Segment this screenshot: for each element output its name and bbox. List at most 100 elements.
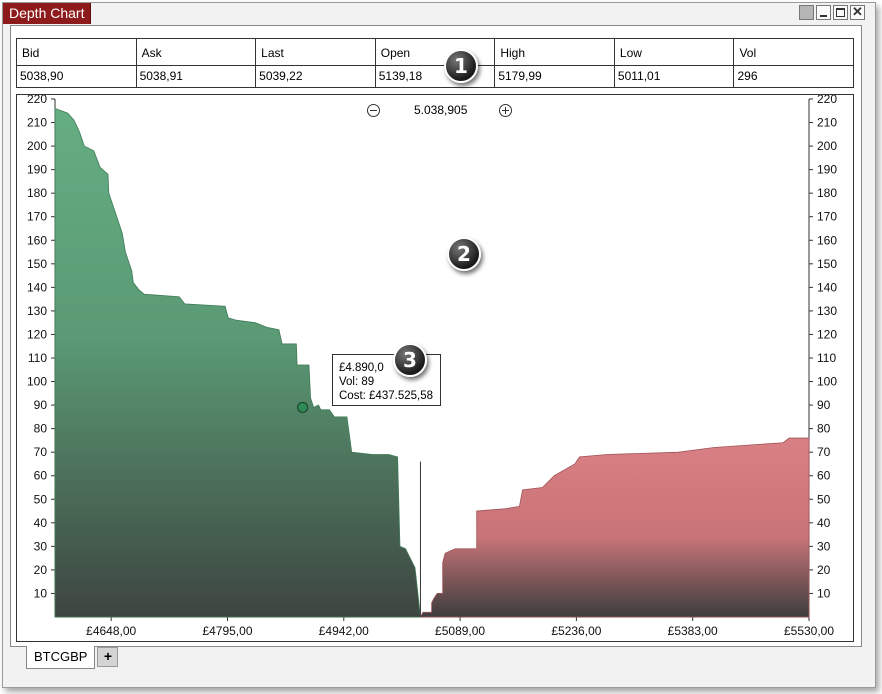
- y-tick-label-right: 180: [817, 186, 837, 200]
- y-tick-label-right: 20: [817, 563, 831, 577]
- x-tick-label: £4648,00: [86, 624, 136, 638]
- depth-chart-svg: 10 10 20 20 30 30 40 40 50 50 60 60 70 70 80 80 90 90 100 1…: [27, 95, 837, 638]
- y-tick-label-left: 30: [34, 539, 48, 553]
- y-tick-label-left: 220: [27, 95, 47, 106]
- quote-value: 5011,01: [617, 69, 661, 83]
- minimize-button[interactable]: [816, 5, 831, 20]
- quote-header: Ask: [136, 39, 256, 66]
- quote-header: Open: [375, 39, 495, 66]
- y-tick-label-right: 10: [817, 586, 831, 600]
- y-tick-label-right: 30: [817, 539, 831, 553]
- y-tick-label-left: 80: [34, 422, 48, 436]
- window-controls: ✕: [799, 4, 865, 20]
- y-tick-label-right: 200: [817, 139, 837, 153]
- tab-bar: BTCGBP +: [26, 646, 119, 669]
- y-tick-label-right: 170: [817, 210, 837, 224]
- tooltip-price: £4.890,0: [339, 362, 384, 374]
- x-tick-label: £5236,00: [551, 624, 601, 638]
- quote-value: 296: [737, 69, 758, 83]
- minimize-icon: [820, 15, 827, 17]
- y-tick-label-right: 50: [817, 492, 831, 506]
- quote-header: Bid: [17, 39, 136, 66]
- y-tick-label-left: 100: [27, 375, 47, 389]
- y-tick-label-right: 120: [817, 327, 837, 341]
- bid-depth-area: [54, 107, 421, 618]
- zoom-in-button[interactable]: [499, 103, 513, 117]
- y-tick-label-right: 160: [817, 233, 837, 247]
- quote-header: Vol: [734, 39, 854, 66]
- y-tick-label-right: 220: [817, 95, 837, 106]
- y-tick-label-right: 210: [817, 116, 837, 130]
- y-tick-label-right: 130: [817, 304, 837, 318]
- quote-header: High: [495, 39, 614, 66]
- tooltip-cost: Cost: £437.525,58: [339, 390, 433, 402]
- x-tick-label: £4795,00: [202, 624, 252, 638]
- y-tick-label-left: 150: [27, 257, 47, 271]
- depth-chart-window: Depth Chart ✕ Bid 5038,90 Ask 5038,91 Last…: [2, 2, 876, 688]
- x-tick-label: £5530,00: [784, 624, 834, 638]
- y-tick-label-right: 90: [817, 398, 831, 412]
- y-tick-label-left: 190: [27, 163, 47, 177]
- zoom-control: 5.038,905: [367, 103, 513, 117]
- quote-value: 5038,91: [139, 69, 183, 83]
- y-tick-label-left: 60: [34, 469, 48, 483]
- y-tick-label-right: 100: [817, 375, 837, 389]
- quote-col-last: Last 5039,22: [256, 39, 376, 87]
- y-tick-label-right: 60: [817, 469, 831, 483]
- y-tick-label-left: 40: [34, 516, 48, 530]
- y-tick-label-left: 90: [34, 398, 48, 412]
- maximize-button[interactable]: [833, 5, 848, 20]
- y-tick-label-left: 130: [27, 304, 47, 318]
- y-tick-label-right: 190: [817, 163, 837, 177]
- y-tick-label-right: 40: [817, 516, 831, 530]
- quote-value: 5039,22: [259, 69, 303, 83]
- quote-header: Low: [614, 39, 734, 66]
- y-tick-label-left: 70: [34, 445, 48, 459]
- quote-col-high: High 5179,99: [495, 39, 615, 87]
- quote-col-open: Open 5139,18: [375, 39, 496, 87]
- window-title: Depth Chart: [3, 3, 92, 24]
- quote-value: 5038,90: [20, 69, 64, 83]
- y-tick-label-left: 20: [34, 563, 48, 577]
- y-tick-label-left: 160: [27, 233, 47, 247]
- tooltip-vol: Vol: 89: [339, 376, 375, 388]
- quote-col-ask: Ask 5038,91: [136, 39, 257, 87]
- tab-btcgbp[interactable]: BTCGBP: [26, 646, 96, 669]
- chart-panel: Bid 5038,90 Ask 5038,91 Last 5039,22 Open 51…: [10, 25, 862, 647]
- close-button[interactable]: ✕: [850, 4, 865, 20]
- quote-col-bid: Bid 5038,90: [17, 39, 137, 87]
- y-tick-label-right: 70: [817, 445, 831, 459]
- y-tick-label-right: 80: [817, 422, 831, 436]
- zoom-value: 5.038,905: [414, 103, 468, 117]
- x-tick-label: £5089,00: [435, 624, 485, 638]
- quote-header: Last: [256, 39, 375, 66]
- depth-chart[interactable]: 10 10 20 20 30 30 40 40 50 50 60 60 70 70 80 80 90 90 100 1…: [16, 94, 854, 642]
- quote-value: 5139,18: [378, 69, 423, 83]
- y-tick-label-right: 150: [817, 257, 837, 271]
- quote-table: Bid 5038,90 Ask 5038,91 Last 5039,22 Open 51…: [16, 38, 854, 88]
- quote-value: 5179,99: [498, 69, 542, 83]
- x-tick-label: £5383,00: [668, 624, 718, 638]
- y-tick-label-left: 200: [27, 139, 47, 153]
- callout-badge-3: 3: [393, 343, 427, 377]
- highlighted-bid-point[interactable]: [297, 401, 309, 414]
- y-tick-label-left: 110: [28, 351, 47, 365]
- y-tick-label-right: 140: [817, 280, 837, 294]
- ask-depth-area: [419, 437, 810, 618]
- y-tick-label-left: 10: [34, 586, 48, 600]
- y-tick-label-left: 50: [34, 492, 48, 506]
- window-settings-button[interactable]: [799, 5, 814, 20]
- y-tick-label-left: 120: [27, 327, 47, 341]
- y-tick-label-right: 110: [817, 351, 836, 365]
- y-tick-label-left: 210: [27, 116, 47, 130]
- maximize-icon: [836, 8, 845, 17]
- callout-badge-1: 1: [444, 49, 478, 83]
- add-tab-button[interactable]: +: [97, 647, 119, 667]
- callout-badge-2: 2: [447, 237, 481, 271]
- y-tick-label-left: 140: [27, 280, 47, 294]
- quote-col-vol: Vol 296: [734, 39, 854, 87]
- y-tick-label-left: 170: [27, 210, 47, 224]
- close-icon: ✕: [852, 4, 863, 19]
- zoom-out-button[interactable]: [367, 103, 380, 117]
- x-tick-label: £4942,00: [319, 624, 369, 638]
